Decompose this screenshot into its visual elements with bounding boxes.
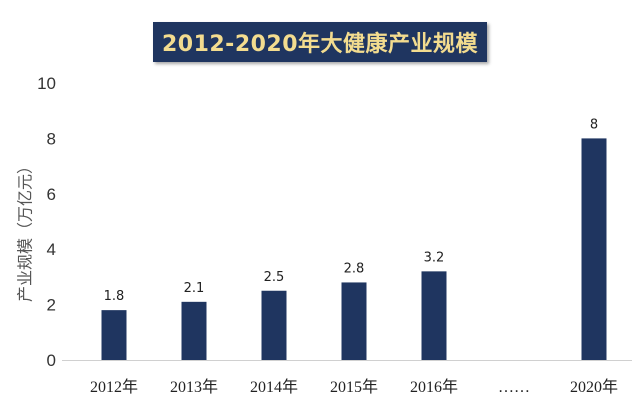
chart-title-box: 2012-2020年大健康产业规模 — [153, 22, 487, 62]
y-tick-label: 6 — [47, 185, 56, 204]
y-tick-label: 10 — [37, 74, 56, 93]
bar — [421, 271, 447, 360]
data-label: 1.8 — [104, 289, 125, 304]
y-axis-title: 产业规模（万亿元） — [16, 158, 35, 302]
y-tick-label: 2 — [47, 296, 56, 315]
chart-title: 2012-2020年大健康产业规模 — [161, 32, 479, 57]
data-label: 2.5 — [264, 270, 285, 285]
y-tick-label: 4 — [47, 240, 56, 259]
data-label: 3.2 — [424, 250, 445, 265]
category-labels: 2012年 2013年 2014年 2015年 2016年 …… 2020年 — [90, 378, 618, 396]
bar — [181, 301, 207, 360]
x-tick-label: 2012年 — [90, 378, 138, 396]
data-labels: 1.8 2.1 2.5 2.8 3.2 8 — [104, 117, 598, 304]
x-tick-label: 2013年 — [170, 378, 218, 396]
x-tick-label: 2020年 — [570, 378, 618, 396]
x-tick-label: 2015年 — [330, 378, 378, 396]
bar — [261, 290, 287, 360]
bar — [101, 310, 127, 360]
bar — [581, 138, 607, 360]
bars — [101, 138, 607, 360]
data-label: 2.8 — [344, 261, 365, 276]
y-axis-title-group: 产业规模（万亿元） — [16, 158, 35, 302]
y-tick-label: 0 — [47, 351, 56, 370]
data-label: 2.1 — [184, 281, 205, 296]
x-tick-label: 2014年 — [250, 378, 298, 396]
x-tick-label: …… — [498, 379, 530, 396]
y-axis-ticks: 0 2 4 6 8 10 — [37, 74, 56, 370]
y-tick-label: 8 — [47, 129, 56, 148]
data-label: 8 — [590, 117, 598, 132]
x-tick-label: 2016年 — [410, 378, 458, 396]
bar — [341, 282, 367, 360]
